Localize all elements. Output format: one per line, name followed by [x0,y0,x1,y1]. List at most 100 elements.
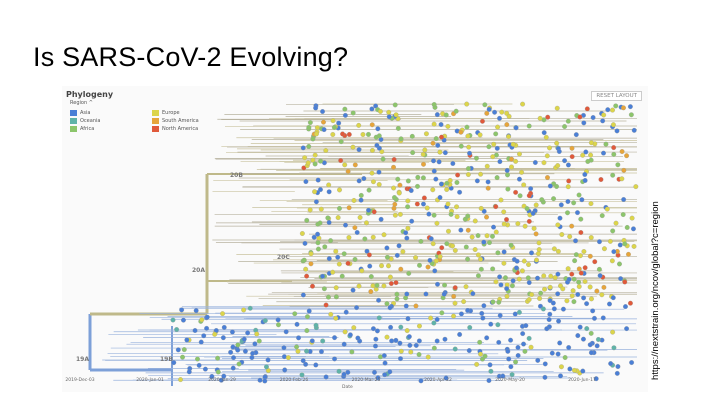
tip-node[interactable] [317,220,323,226]
tip-node[interactable] [184,337,190,343]
tip-node[interactable] [333,248,339,254]
tip-node[interactable] [444,187,450,192]
tip-node[interactable] [607,238,613,244]
tip-node[interactable] [627,104,633,110]
tip-node[interactable] [595,337,601,342]
tip-node[interactable] [380,156,386,162]
tip-node[interactable] [420,151,426,157]
tip-node[interactable] [575,210,580,216]
tip-node[interactable] [302,155,308,161]
tip-node[interactable] [490,233,495,239]
tip-node[interactable] [417,323,422,329]
tip-node[interactable] [533,231,539,237]
tip-node[interactable] [202,366,208,372]
tip-node[interactable] [313,322,319,328]
tip-node[interactable] [346,235,352,240]
tip-node[interactable] [582,172,588,177]
tip-node[interactable] [310,136,316,142]
tip-node[interactable] [212,331,218,337]
tip-node[interactable] [622,241,628,247]
tip-node[interactable] [315,177,321,183]
tip-node[interactable] [428,315,434,321]
tip-node[interactable] [398,266,404,272]
tip-node[interactable] [341,341,347,347]
tip-node[interactable] [230,365,236,371]
tip-node[interactable] [318,158,324,164]
tip-node[interactable] [552,275,558,281]
tip-node[interactable] [312,161,318,167]
tip-node[interactable] [342,162,348,168]
tip-node[interactable] [357,215,363,220]
tip-node[interactable] [588,201,594,207]
tip-node[interactable] [450,161,456,166]
tip-node[interactable] [394,291,400,297]
tip-node[interactable] [512,311,518,317]
tip-node[interactable] [588,350,594,356]
tip-node[interactable] [310,157,316,163]
tip-node[interactable] [576,266,582,272]
tip-node[interactable] [404,328,410,334]
tip-node[interactable] [458,129,464,135]
tip-node[interactable] [431,168,437,174]
tip-node[interactable] [431,320,437,326]
tip-node[interactable] [576,279,582,285]
tip-node[interactable] [321,127,327,133]
tip-node[interactable] [536,247,542,253]
tip-node[interactable] [505,348,511,354]
tip-node[interactable] [382,360,388,366]
tip-node[interactable] [337,187,342,193]
tip-node[interactable] [366,252,372,258]
tip-node[interactable] [431,158,436,164]
tip-node[interactable] [594,343,600,349]
tip-node[interactable] [536,240,542,246]
tip-node[interactable] [415,183,420,189]
tip-node[interactable] [467,325,473,330]
tip-node[interactable] [580,152,586,158]
tip-node[interactable] [509,156,514,162]
tip-node[interactable] [555,271,561,277]
tip-node[interactable] [542,286,548,292]
tip-node[interactable] [323,374,329,380]
tip-node[interactable] [198,339,204,345]
tip-node[interactable] [373,343,378,349]
tip-node[interactable] [465,133,471,139]
tip-node[interactable] [547,145,552,151]
tip-node[interactable] [294,344,300,350]
tip-node[interactable] [395,125,401,131]
tip-node[interactable] [569,293,575,299]
tip-node[interactable] [526,218,532,224]
tip-node[interactable] [475,252,481,258]
tip-node[interactable] [454,180,460,185]
tip-node[interactable] [509,283,515,289]
tip-node[interactable] [589,296,594,302]
tip-node[interactable] [547,284,553,290]
tip-node[interactable] [404,291,410,297]
tip-node[interactable] [465,308,471,313]
tip-node[interactable] [565,266,571,272]
tip-node[interactable] [508,242,514,248]
tip-node[interactable] [513,359,519,365]
tip-node[interactable] [303,266,309,272]
tip-node[interactable] [434,338,440,344]
tip-node[interactable] [301,165,307,171]
tip-node[interactable] [338,139,344,145]
tip-node[interactable] [428,236,434,242]
tip-node[interactable] [313,105,319,111]
tip-node[interactable] [262,318,268,324]
tip-node[interactable] [439,310,445,316]
tip-node[interactable] [418,378,424,384]
tip-node[interactable] [519,268,525,274]
tip-node[interactable] [376,133,382,139]
tip-node[interactable] [571,276,577,282]
tip-node[interactable] [464,124,470,130]
tip-node[interactable] [517,151,522,157]
tip-node[interactable] [443,375,449,381]
tip-node[interactable] [633,184,639,190]
tip-node[interactable] [604,206,610,212]
tip-node[interactable] [521,341,526,347]
tip-node[interactable] [315,240,321,246]
tip-node[interactable] [587,342,593,348]
tip-node[interactable] [497,313,503,318]
tip-node[interactable] [304,314,310,320]
tip-node[interactable] [569,145,575,151]
